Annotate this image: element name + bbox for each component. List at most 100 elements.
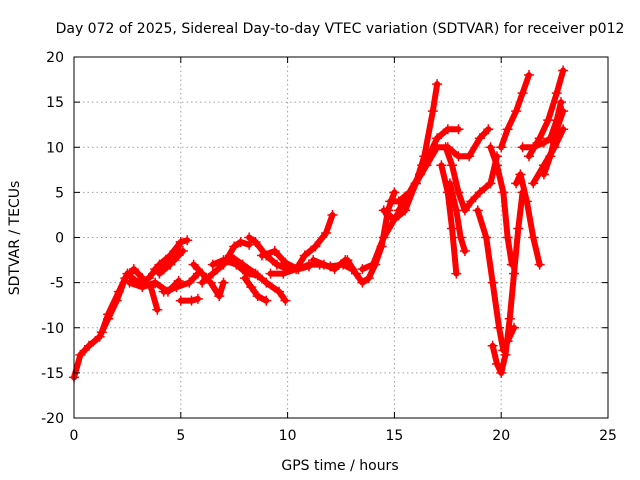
data-point-marker — [498, 187, 509, 198]
data-point-marker — [261, 277, 272, 288]
data-point-marker — [214, 291, 225, 302]
data-point-marker — [451, 205, 462, 216]
data-series-15 — [265, 209, 338, 279]
data-point-marker — [182, 235, 193, 246]
data-point-marker — [466, 196, 477, 207]
data-point-marker — [481, 232, 492, 243]
y-tick-label: -20 — [41, 411, 64, 427]
data-point-marker — [455, 232, 466, 243]
data-point-marker — [150, 264, 161, 275]
data-point-marker — [171, 282, 182, 293]
data-point-marker — [274, 286, 285, 297]
data-series-17 — [308, 255, 351, 275]
data-point-marker — [442, 124, 453, 135]
x-tick-label: 5 — [176, 428, 185, 444]
data-point-marker — [483, 124, 494, 135]
x-tick-label: 0 — [70, 428, 79, 444]
data-point-marker — [487, 277, 498, 288]
data-point-marker — [491, 358, 502, 369]
data-point-marker — [427, 106, 438, 117]
series-line — [160, 270, 201, 295]
data-point-marker — [152, 304, 163, 315]
data-point-marker — [321, 227, 332, 238]
data-point-marker — [143, 273, 154, 284]
data-point-marker — [246, 282, 257, 293]
data-point-marker — [432, 79, 443, 90]
data-point-marker — [551, 124, 562, 135]
data-point-marker — [451, 268, 462, 279]
chart-title: Day 072 of 2025, Sidereal Day-to-day VTE… — [56, 21, 625, 37]
series-line — [442, 144, 500, 214]
data-point-marker — [96, 327, 107, 338]
x-tick-label: 15 — [385, 428, 403, 444]
data-point-marker — [517, 142, 528, 153]
data-point-marker — [504, 313, 515, 324]
data-point-marker — [280, 295, 291, 306]
series-line — [446, 180, 468, 255]
data-point-marker — [410, 178, 421, 189]
data-point-marker — [363, 273, 374, 284]
data-point-marker — [342, 255, 353, 266]
data-point-marker — [459, 246, 470, 257]
series-line — [152, 248, 186, 273]
data-point-marker — [515, 169, 526, 180]
data-series-12 — [239, 273, 272, 306]
data-series-30 — [511, 169, 545, 270]
data-point-marker — [271, 259, 282, 270]
data-point-marker — [128, 264, 139, 275]
data-point-marker — [502, 124, 513, 135]
data-point-marker — [299, 250, 310, 261]
data-point-marker — [523, 70, 534, 81]
data-point-marker — [280, 257, 291, 268]
data-point-marker — [83, 340, 94, 351]
data-series-7 — [175, 293, 203, 306]
data-series-25 — [440, 142, 502, 216]
data-series-29 — [496, 70, 534, 153]
data-point-marker — [197, 268, 208, 279]
data-point-marker — [447, 160, 458, 171]
data-point-marker — [500, 349, 511, 360]
data-point-marker — [528, 142, 539, 153]
data-point-marker — [378, 205, 389, 216]
data-point-marker — [545, 151, 556, 162]
data-point-marker — [184, 277, 195, 288]
data-point-marker — [432, 133, 443, 144]
data-point-marker — [474, 133, 485, 144]
data-point-marker — [543, 115, 554, 126]
data-point-marker — [421, 160, 432, 171]
data-point-marker — [244, 232, 255, 243]
data-point-marker — [523, 151, 534, 162]
y-tick-label: -10 — [41, 321, 64, 337]
data-point-marker — [447, 223, 458, 234]
data-point-marker — [237, 259, 248, 270]
data-point-marker — [310, 241, 321, 252]
data-point-marker — [538, 169, 549, 180]
data-point-marker — [250, 237, 261, 248]
data-point-marker — [192, 293, 203, 304]
y-tick-label: 15 — [46, 95, 64, 111]
data-point-marker — [378, 232, 389, 243]
y-tick-label: 20 — [46, 50, 64, 66]
series-line — [241, 275, 270, 304]
data-point-marker — [293, 264, 304, 275]
x-tick-label: 20 — [492, 428, 510, 444]
series-line — [226, 252, 289, 304]
data-point-marker — [485, 142, 496, 153]
data-series-8 — [188, 259, 229, 302]
series-line — [540, 108, 567, 178]
data-point-marker — [177, 246, 188, 257]
y-tick-label: 5 — [55, 185, 64, 201]
x-axis-label: GPS time / hours — [281, 458, 398, 474]
data-point-marker — [303, 259, 314, 270]
data-point-marker — [158, 286, 169, 297]
data-point-marker — [528, 178, 539, 189]
data-point-marker — [122, 268, 133, 279]
data-point-marker — [440, 142, 451, 153]
data-point-marker — [103, 309, 114, 320]
data-series-23 — [436, 160, 462, 279]
data-point-marker — [250, 268, 261, 279]
data-point-marker — [436, 160, 447, 171]
data-series-34 — [538, 106, 569, 180]
data-point-marker — [393, 205, 404, 216]
data-point-marker — [207, 259, 218, 270]
